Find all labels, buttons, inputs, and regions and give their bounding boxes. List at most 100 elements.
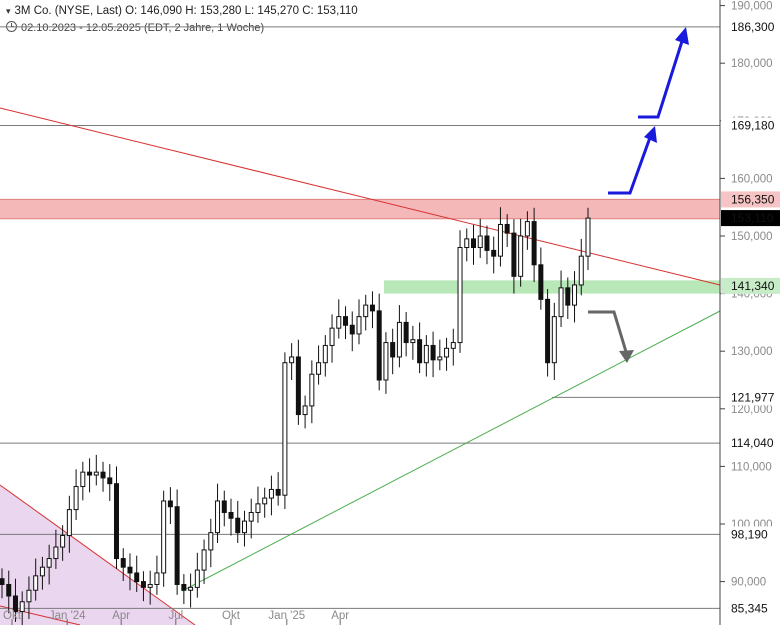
time-tick-label: Apr (331, 610, 349, 622)
level-label-bg (721, 277, 780, 294)
candle-body (114, 483, 120, 560)
candle-body (518, 235, 524, 277)
candle-body (26, 589, 32, 603)
period-text: 02.10.2023 - 12.05.2025 (EDT, 2 Jahre, 1… (21, 22, 265, 34)
candle-body (369, 304, 375, 312)
level-label: 121,977 (731, 390, 775, 404)
level-label-bg (721, 600, 780, 617)
candle-body (39, 566, 45, 577)
candle-body (289, 356, 295, 364)
candle-body (0, 578, 5, 585)
candle-body (457, 247, 463, 344)
level-label: 114,040 (731, 436, 774, 450)
candle-body (275, 488, 281, 496)
candle-body (538, 264, 544, 300)
price-tick-label: 130,000 (731, 346, 773, 358)
candle-body (423, 344, 429, 364)
candle-body (511, 232, 517, 277)
candle-body (134, 572, 140, 583)
candle-body (255, 503, 261, 513)
candle-body (19, 601, 25, 613)
level-label: 186,300 (731, 20, 775, 34)
candle-body (531, 221, 537, 266)
time-tick-label: Jan '24 (49, 610, 86, 622)
levels-layer (0, 26, 720, 609)
candle-body (140, 581, 146, 588)
level-label-bg (721, 18, 780, 35)
time-tick-label: Apr (112, 610, 130, 622)
collapse-caret-icon[interactable]: ▾ (6, 6, 11, 16)
candle-body (120, 558, 126, 568)
candle-body (201, 549, 207, 571)
arrows-layer (588, 27, 689, 363)
candle-body (470, 238, 476, 249)
candle-body (497, 223, 503, 257)
candle-body (316, 362, 322, 375)
candle-body (551, 316, 557, 364)
blue-arrowhead-1 (644, 126, 657, 143)
candle-body (53, 546, 59, 560)
red-resistance-trendline (0, 107, 721, 286)
candle-body (167, 500, 173, 508)
candle-body (221, 500, 227, 513)
price-tick-label: 150,000 (731, 231, 773, 243)
candle-body (282, 362, 288, 496)
candle-body (376, 310, 382, 381)
grey-arrowhead (619, 350, 634, 363)
candle-body (215, 500, 221, 534)
candle-body (437, 356, 443, 361)
level-label-bg (721, 526, 780, 543)
candle-body (403, 321, 409, 344)
purple-channel-upper-line (0, 484, 196, 625)
candle-body (396, 321, 402, 358)
candle-body (188, 586, 194, 591)
candle-body (390, 342, 396, 358)
level-label: 156,350 (731, 192, 775, 206)
candle-body (504, 223, 510, 234)
blue-projection-arrow-2 (638, 34, 686, 119)
candle-body (450, 342, 456, 349)
candle-body (268, 488, 274, 499)
candle-body (558, 287, 564, 318)
axis-layer: 90,000100,000110,000120,000130,000140,00… (3, 0, 780, 625)
time-tick-label: Jul (168, 610, 183, 622)
candle-body (410, 339, 416, 344)
level-label: 169,180 (731, 119, 775, 133)
candle-body (66, 509, 72, 537)
candle-body (127, 566, 133, 574)
candle-body (194, 569, 200, 588)
candle-body (248, 511, 254, 522)
last-price-label: 153,110 (731, 211, 774, 225)
green-support-trendline (181, 310, 721, 592)
candle-body (174, 506, 180, 585)
time-tick-label: Jan '25 (268, 610, 305, 622)
candle-body (241, 520, 247, 534)
candle-body (80, 471, 86, 488)
candle-body (343, 316, 349, 326)
price-tick-label: 190,000 (731, 1, 773, 13)
candle-body (383, 342, 389, 381)
price-tick-label: 160,000 (731, 173, 773, 185)
price-axis-bg (720, 0, 780, 625)
candle-body (572, 284, 578, 306)
candle-body (60, 535, 66, 548)
grey-down-arrow (588, 310, 629, 356)
level-label: 141,340 (731, 279, 775, 293)
level-label-bg (721, 117, 780, 134)
candle-body (154, 572, 160, 585)
zones-layer (0, 198, 720, 625)
candle-body (100, 471, 106, 479)
price-tick-label: 180,000 (731, 58, 773, 70)
candle-body (545, 298, 551, 364)
candle-body (524, 221, 530, 237)
resistance-zone (0, 199, 720, 219)
candle-body (430, 344, 436, 361)
price-tick-label: 120,000 (731, 404, 773, 416)
candle-body (208, 532, 214, 551)
candle-body (161, 500, 167, 574)
blue-arrowhead-2 (675, 27, 689, 45)
candle-body (309, 373, 315, 407)
level-label-bg (721, 435, 780, 452)
candle-body (302, 405, 308, 416)
